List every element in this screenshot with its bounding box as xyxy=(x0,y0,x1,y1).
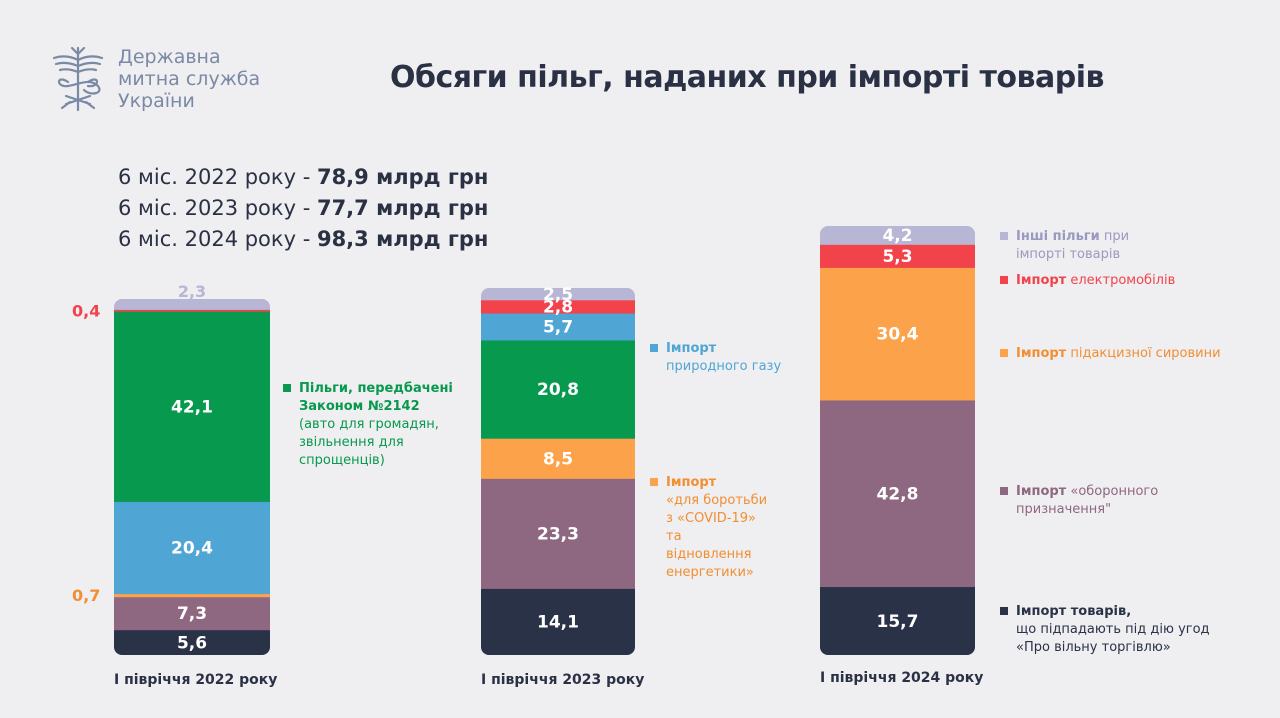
legend-2024-ev: Імпорт електромобілів xyxy=(1000,272,1220,290)
bar-segment-covid xyxy=(114,593,270,598)
legend-swatch xyxy=(283,384,291,392)
bar-segment-excise xyxy=(820,267,975,401)
bar-1 xyxy=(481,288,635,655)
data-label-fta: 5,6 xyxy=(177,633,207,653)
bar-segment-other xyxy=(481,288,635,301)
data-label-law2142: 42,1 xyxy=(171,397,213,417)
bar-segment-defense xyxy=(820,399,975,588)
total-2023: 6 міс. 2023 року - 77,7 млрд грн xyxy=(118,193,488,224)
org-name-line1: Державна xyxy=(118,46,221,68)
data-label-other: 4,2 xyxy=(882,226,912,246)
data-label-covid: 8,5 xyxy=(543,449,573,469)
legend-text: при імпорті товарів xyxy=(1016,229,1130,262)
bar-segment-fta xyxy=(481,588,635,655)
data-label-ev: 2,8 xyxy=(543,297,573,317)
bar-segment-law2142 xyxy=(481,339,635,439)
legend-2022-law2142: Пільги, передбачені Законом №2142 (авто д… xyxy=(283,380,453,470)
legend-2023-covid: Імпорт «для боротьби з «COVID-19» та відн… xyxy=(650,474,770,582)
legend-bold: Імпорт xyxy=(1016,484,1067,499)
legend-swatch xyxy=(1000,487,1008,495)
bar-segment-other xyxy=(114,299,270,310)
data-label-fta: 15,7 xyxy=(877,612,919,632)
data-label-defense: 7,3 xyxy=(177,604,207,624)
data-label-gas: 20,4 xyxy=(171,538,213,558)
data-label-other: 2,3 xyxy=(178,282,206,301)
legend-swatch xyxy=(650,478,658,486)
data-label-ev: 5,3 xyxy=(882,247,912,267)
data-label-other: 2,5 xyxy=(543,285,573,305)
data-label-excise: 30,4 xyxy=(877,325,919,345)
totals-block: 6 міс. 2022 року - 78,9 млрд грн 6 міс. … xyxy=(118,162,488,255)
customs-emblem-icon xyxy=(52,46,104,112)
category-label-2022: І півріччя 2022 року xyxy=(114,672,278,688)
total-2023-value: 77,7 млрд грн xyxy=(316,196,489,220)
legend-2024-excise: Імпорт підакцизної сировини xyxy=(1000,345,1270,363)
legend-text: електромобілів xyxy=(1070,273,1176,288)
legend-bold: Імпорт xyxy=(666,341,717,356)
legend-swatch xyxy=(1000,276,1008,284)
total-2023-label: 6 міс. 2023 року - xyxy=(118,196,317,220)
legend-bold: Пільги, передбачені Законом №2142 xyxy=(299,381,453,414)
legend-bold: Імпорт xyxy=(1016,273,1067,288)
bar-0 xyxy=(114,299,270,655)
org-name-line3: України xyxy=(118,90,195,112)
legend-text: «оборонного призначення" xyxy=(1016,484,1159,517)
legend-text: підакцизної сировини xyxy=(1070,346,1221,361)
bar-segment-gas xyxy=(114,501,270,595)
total-2022: 6 міс. 2022 року - 78,9 млрд грн xyxy=(118,162,488,193)
bar-segment-ev xyxy=(481,299,635,314)
data-label-ev: 0,4 xyxy=(72,301,100,320)
bar-segment-fta xyxy=(820,586,975,655)
data-label-gas: 5,7 xyxy=(543,317,573,337)
bar-segment-ev xyxy=(820,244,975,268)
category-label-2023: І півріччя 2023 року xyxy=(481,672,645,688)
legend-bold: Імпорт xyxy=(1016,346,1067,361)
legend-text: (авто для громадян, звільнення для спрощ… xyxy=(299,417,439,468)
legend-swatch xyxy=(1000,349,1008,357)
bar-segment-ev xyxy=(114,309,270,312)
data-label-law2142: 20,8 xyxy=(537,380,579,400)
legend-bold: Інші пільги xyxy=(1016,229,1100,244)
bar-segment-defense xyxy=(481,478,635,589)
legend-2024-fta: Імпорт товарів, що підпадають під дію уго… xyxy=(1000,603,1210,657)
total-2022-label: 6 міс. 2022 року - xyxy=(118,165,317,189)
data-label-covid: 0,7 xyxy=(72,586,100,605)
bar-segment-other xyxy=(820,226,975,245)
bar-segment-covid xyxy=(481,438,635,479)
bar-segment-fta xyxy=(114,629,270,655)
data-label-defense: 23,3 xyxy=(537,524,579,544)
legend-text: що підпадають під дію угод «Про вільну т… xyxy=(1016,622,1210,655)
total-2024: 6 міс. 2024 року - 98,3 млрд грн xyxy=(118,224,488,255)
data-label-fta: 14,1 xyxy=(537,613,579,633)
bar-segment-defense xyxy=(114,596,270,631)
bar-segment-law2142 xyxy=(114,311,270,502)
org-name-line2: митна служба xyxy=(118,68,261,90)
bar-2 xyxy=(820,226,975,655)
legend-swatch xyxy=(1000,232,1008,240)
org-name: Державна митна служба України xyxy=(118,46,260,112)
legend-swatch xyxy=(650,344,658,352)
legend-text: «для боротьби з «COVID-19» та відновленн… xyxy=(666,493,768,580)
legend-swatch xyxy=(1000,607,1008,615)
total-2022-value: 78,9 млрд грн xyxy=(316,165,489,189)
page-title: Обсяги пільг, наданих при імпорті товарі… xyxy=(390,60,1104,95)
legend-2024-defense: Імпорт «оборонного призначення" xyxy=(1000,483,1190,519)
legend-2024-other: Інші пільги при імпорті товарів xyxy=(1000,228,1180,264)
category-label-2024: І півріччя 2024 року xyxy=(820,670,984,686)
legend-bold: Імпорт xyxy=(666,475,717,490)
legend-bold: Імпорт товарів, xyxy=(1016,604,1132,619)
legend-text: природного газу xyxy=(666,359,782,374)
total-2024-value: 98,3 млрд грн xyxy=(316,227,489,251)
bar-segment-gas xyxy=(481,313,635,341)
legend-2023-gas: Імпорт природного газу xyxy=(650,340,790,376)
data-label-defense: 42,8 xyxy=(877,484,919,504)
total-2024-label: 6 міс. 2024 року - xyxy=(118,227,317,251)
